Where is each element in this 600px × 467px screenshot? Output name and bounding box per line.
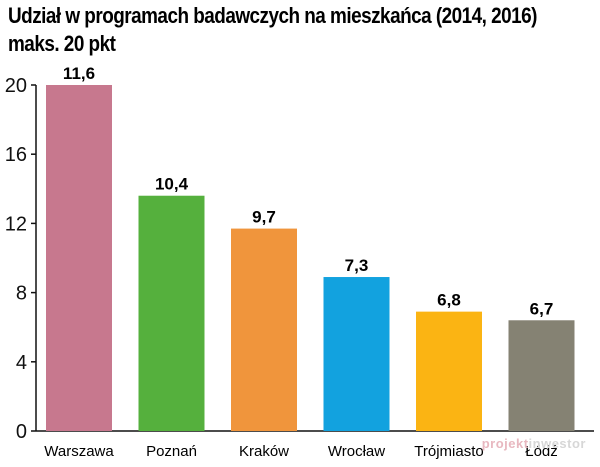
category-label-4: Trójmiasto xyxy=(414,443,483,460)
labels-layer: 11,6 Warszawa 10,4 Poznań 9,7 Kraków 7,3 Wrocła… xyxy=(44,64,558,460)
chart-title: Udział w programach badawczych na mieszk… xyxy=(8,3,537,28)
watermark-logo: projektinwestor xyxy=(482,436,586,451)
value-label-3: 7,3 xyxy=(345,256,369,275)
y-tick-label-12: 12 xyxy=(5,213,27,235)
bar-0 xyxy=(46,85,112,431)
bar-3 xyxy=(323,277,390,431)
bar-2 xyxy=(231,228,297,431)
y-tick-label-20: 20 xyxy=(5,75,27,97)
chart-title-block: Udział w programach badawczych na mieszk… xyxy=(8,2,600,58)
value-label-1: 10,4 xyxy=(155,175,189,194)
value-label-0: 11,6 xyxy=(63,64,95,83)
bars-layer xyxy=(46,85,575,431)
value-label-2: 9,7 xyxy=(252,208,276,227)
value-label-5: 6,7 xyxy=(530,299,554,318)
bar-1 xyxy=(138,195,205,431)
watermark-part2: inwestor xyxy=(528,436,586,451)
category-label-1: Poznań xyxy=(146,443,197,460)
axis-layer: 0 4 8 12 16 20 xyxy=(5,75,594,443)
bar-4 xyxy=(416,311,482,431)
y-tick-label-4: 4 xyxy=(16,352,27,374)
y-tick-label-8: 8 xyxy=(16,283,27,305)
chart-subtitle: maks. 20 pkt xyxy=(8,31,116,56)
category-label-3: Wrocław xyxy=(328,443,385,460)
category-label-0: Warszawa xyxy=(44,443,114,460)
category-label-2: Kraków xyxy=(239,443,289,460)
y-tick-label-0: 0 xyxy=(16,421,27,443)
y-tick-label-16: 16 xyxy=(5,144,27,166)
category-label-5: Łódź xyxy=(525,443,558,460)
watermark-part1: projekt xyxy=(481,436,529,451)
bar-5 xyxy=(508,320,575,431)
value-label-4: 6,8 xyxy=(437,291,461,310)
